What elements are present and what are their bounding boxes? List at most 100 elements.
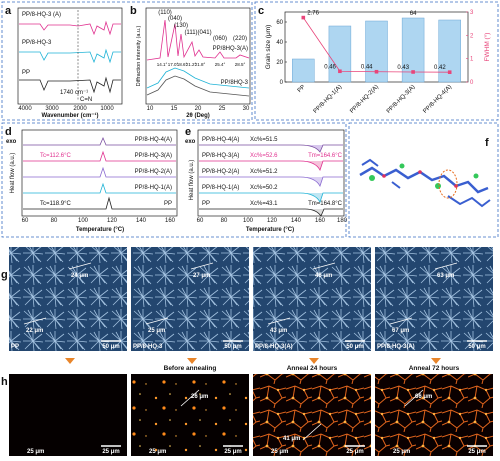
label: PP/8-HQ-3 [22,40,52,46]
panel-e: e exo PP/8-HQ-4(A) PP/8-HQ-3(A) PP/8-HQ-… [185,126,348,233]
label: d [5,126,12,138]
label: PP [164,201,172,207]
label: 80 [221,218,228,224]
label: Temperature (°C) [76,227,124,233]
label: 25 [219,106,226,112]
shape [199,144,343,153]
label: Xc%=51.5 [250,137,278,143]
label: Heat flow (a.u.) [189,160,195,201]
size-marker [190,262,214,270]
label: Xc%=51.2 [250,169,278,175]
scale-label: 25 μm [102,449,119,455]
size-label: 26 μm [191,394,208,400]
shape [431,358,441,364]
label: 3000 [45,106,59,112]
bar-label: 64 [410,11,417,17]
shape [199,144,343,217]
size-label: 63 μm [437,273,454,279]
scale-label: 25 μm [468,449,485,455]
label: 100 [78,218,89,224]
panel-c: c 0 20 40 60 0 1 2 3 Grain size (μm) FWHM (°) PP PP… [258,5,491,115]
label: (111)(041) [184,30,211,36]
label: 4000 [18,106,32,112]
size-marker [404,389,424,407]
shape [435,183,441,189]
label: 2θ (Deg) [186,113,210,119]
shape [23,196,176,210]
size-label: 46 μm [315,273,332,279]
label: PP/8-HQ-3(A) [135,153,172,159]
label: C=N [80,97,92,103]
arrows [65,358,441,364]
label: 180 [337,218,348,224]
label: Diffraction intensity (a.u.) [136,25,142,86]
shape [309,358,319,364]
size-label: 25 μm [148,328,165,334]
label: 15 [171,106,178,112]
panel-h: h 25 μm 25 μm Before annealing 25 μm 25 μm 26… [1,365,493,456]
fwhm-label: 0.42 [434,65,446,71]
label: 160 [165,218,176,224]
shape [359,166,489,194]
scale-label: 50 μm [468,344,485,350]
shape [187,358,197,364]
fluorescence-image [253,374,371,456]
label: Tc=118.9°C [40,201,71,207]
label: PP/8-HQ-2(A) [135,169,172,175]
label: e [185,126,191,138]
label: 60 [197,218,204,224]
scale-label: 25 μm [346,449,363,455]
label: 80 [51,218,58,224]
micrograph [131,247,249,351]
shape [199,176,343,187]
label: PP/8-HQ-4(A) [135,137,172,143]
x-tick-label: PP/8-HQ-2(A) [349,84,380,115]
bar [438,19,461,83]
size-label: 43 μm [270,328,287,334]
label: PP/8HQ-3 [221,80,249,86]
label: 17.0° [168,62,179,67]
label: 18.6° [177,62,188,67]
label: 1740 cm⁻¹ [60,90,88,96]
shape [254,1,499,121]
shape [19,76,121,94]
fwhm-label: 0.43 [397,65,409,71]
shape [1,1,253,121]
fwhm-marker [338,69,342,74]
scale-label-left: 25 μm [27,449,44,455]
shape [199,160,343,171]
label: (130) [174,23,188,29]
label: 160 [315,218,326,224]
size-marker [434,262,458,270]
label: 30 [243,106,250,112]
size-marker [267,317,291,325]
size-label: 22 μm [26,328,43,334]
panel-b: b (110) (040) (130) (111)(041) (060) (22… [130,5,251,119]
shape [23,136,176,146]
micrograph [9,247,127,351]
label: 10 [147,106,154,112]
fwhm-marker [447,70,452,74]
label: 120 [267,218,278,224]
label: (110) [158,10,172,16]
fwhm-marker [374,69,379,74]
label: 25.4° [215,62,226,67]
scale-label: 50 μm [102,344,119,350]
shape [146,75,250,97]
scale-label: 50 μm [224,344,241,350]
label: 14.1° [157,62,168,67]
fwhm-marker [301,15,306,20]
label: 60 [22,218,29,224]
label: Xc%=43.1 [250,201,278,207]
fwhm-label: 2.76 [307,11,319,17]
label: Tc=112.6°C [40,153,71,159]
shape [145,7,251,105]
label: 21.8° [195,62,206,67]
label: Wavenumber (cm⁻¹) [42,112,99,119]
size-label: 67 μm [392,328,409,334]
shape [65,358,75,364]
shape [1,122,347,238]
x-tick-label: PP/8-HQ-3(A) [386,84,417,115]
label: 28.5° [235,62,246,67]
